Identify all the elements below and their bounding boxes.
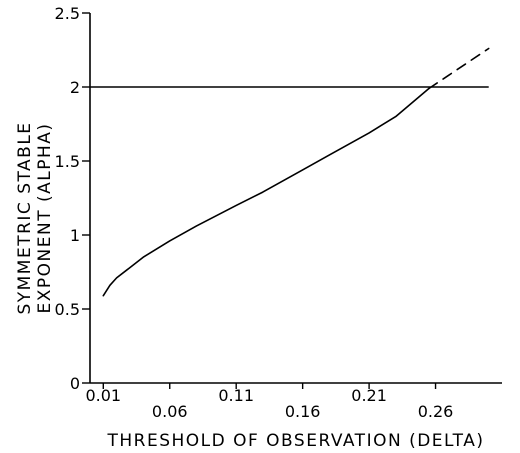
y-tick-label: 0.5 <box>55 300 80 319</box>
x-tick-label: 0.11 <box>218 386 254 405</box>
y-axis: 0 0.5 1 1.5 2 2.5 <box>55 4 91 393</box>
y-tick-label: 2 <box>70 78 80 97</box>
y-axis-title: SYMMETRIC STABLE EXPONENT (ALPHA) <box>15 121 55 314</box>
series-layer <box>102 47 490 297</box>
x-tick-label: 0.01 <box>85 386 121 405</box>
x-tick-label: 0.26 <box>418 402 454 421</box>
x-tick-label: 0.06 <box>152 402 188 421</box>
x-tick-label: 0.21 <box>351 386 387 405</box>
x-axis-title: THRESHOLD OF OBSERVATION (DELTA) <box>106 431 484 451</box>
series-line <box>102 87 430 297</box>
x-axis: 0.01 0.11 0.21 0.06 0.16 0.26 <box>85 382 502 421</box>
series-line-extrapolated <box>428 47 490 90</box>
y-tick-label: 0 <box>70 374 80 393</box>
y-axis-title-line-1: SYMMETRIC STABLE <box>15 121 35 314</box>
y-tick-label: 1.5 <box>55 152 80 171</box>
y-axis-title-line-2: EXPONENT (ALPHA) <box>35 122 55 313</box>
y-tick-label: 2.5 <box>55 4 80 23</box>
y-tick-label: 1 <box>70 226 80 245</box>
x-tick-label: 0.16 <box>285 402 321 421</box>
